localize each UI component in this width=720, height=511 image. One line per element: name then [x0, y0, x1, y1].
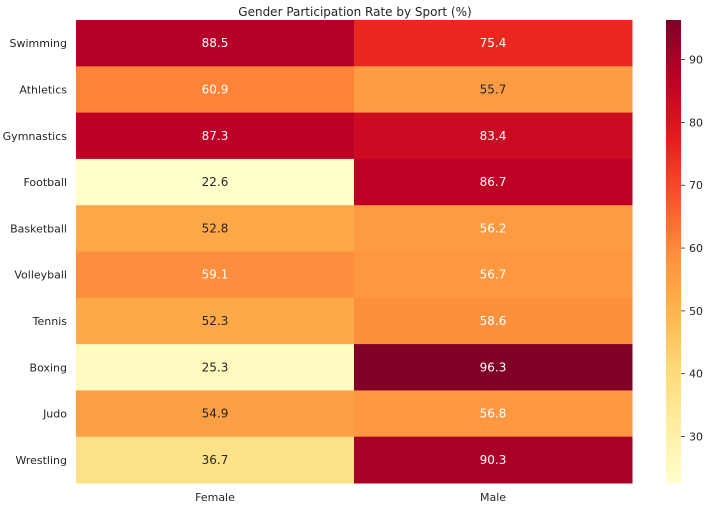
row-tick-label: Football — [23, 176, 67, 189]
row-tick-label: Gymnastics — [3, 130, 68, 143]
cell-value-label: 59.1 — [202, 268, 229, 282]
heatmap-cell — [76, 344, 355, 391]
heatmap-cell — [354, 390, 633, 438]
heatmap-cell — [76, 390, 355, 438]
heatmap-cell — [354, 66, 633, 114]
colorbar-tick-label: 60 — [689, 242, 703, 255]
heatmap-cell — [76, 112, 355, 160]
cell-value-label: 54.9 — [202, 407, 229, 421]
heatmap-cell — [76, 158, 355, 206]
heatmap-cells: 88.5 75.4 60.9 55.7 87.3 83.4 22.6 86.7 52.8 56.2… — [76, 20, 633, 484]
row-tick-label: Basketball — [10, 222, 67, 235]
row-tick-label: Volleyball — [14, 269, 67, 282]
heatmap-cell — [354, 297, 633, 345]
colorbar-tick-label: 90 — [689, 54, 703, 67]
row-tick-label: Wrestling — [15, 454, 67, 467]
cell-value-label: 60.9 — [202, 82, 229, 96]
cell-value-label: 83.4 — [480, 129, 507, 143]
cell-value-label: 52.3 — [202, 314, 229, 328]
heatmap-cell — [354, 158, 633, 206]
cell-value-label: 86.7 — [480, 175, 507, 189]
column-labels: Female Male — [195, 491, 506, 504]
cell-value-label: 56.2 — [480, 221, 507, 235]
heatmap-cell — [354, 436, 633, 484]
row-tick-label: Swimming — [10, 37, 67, 50]
heatmap-cell — [76, 66, 355, 114]
row-tick-label: Athletics — [19, 83, 67, 96]
cell-value-label: 56.7 — [480, 268, 507, 282]
row-tick-label: Boxing — [30, 361, 67, 374]
cell-value-label: 58.6 — [480, 314, 507, 328]
heatmap-cell — [76, 205, 355, 252]
cell-value-label: 88.5 — [202, 36, 229, 50]
heatmap-cell — [354, 205, 633, 252]
heatmap-cell — [76, 20, 355, 67]
cell-value-label: 90.3 — [480, 453, 507, 467]
colorbar-tick-label: 80 — [689, 116, 703, 129]
cell-value-label: 55.7 — [480, 82, 507, 96]
cell-value-label: 22.6 — [202, 175, 229, 189]
cell-value-label: 96.3 — [480, 360, 507, 374]
chart-title: Gender Participation Rate by Sport (%) — [238, 5, 471, 19]
colorbar: 30 40 50 60 70 80 90 — [666, 20, 703, 483]
heatmap-cell — [76, 251, 355, 299]
heatmap-cell — [354, 112, 633, 160]
cell-value-label: 56.8 — [480, 407, 507, 421]
row-tick-label: Tennis — [32, 315, 68, 328]
row-tick-label: Judo — [42, 408, 67, 421]
colorbar-tick-label: 70 — [689, 179, 703, 192]
heatmap-cell — [354, 20, 633, 67]
heatmap-cell — [354, 344, 633, 391]
colorbar-tick-label: 30 — [689, 431, 703, 444]
row-labels: Swimming Athletics Gymnastics Football Baske… — [3, 37, 68, 467]
colorbar-tick-label: 50 — [689, 305, 703, 318]
heatmap-cell — [76, 297, 355, 345]
cell-value-label: 36.7 — [202, 453, 229, 467]
cell-value-label: 25.3 — [202, 360, 229, 374]
cell-value-label: 87.3 — [202, 129, 229, 143]
heatmap-cell — [354, 251, 633, 299]
cell-value-label: 75.4 — [480, 36, 507, 50]
colorbar-tick-label: 40 — [689, 368, 703, 381]
column-tick-label: Male — [480, 491, 506, 504]
colorbar-gradient — [666, 20, 681, 483]
cell-value-label: 52.8 — [202, 221, 229, 235]
heatmap-cell — [76, 436, 355, 484]
column-tick-label: Female — [195, 491, 235, 504]
